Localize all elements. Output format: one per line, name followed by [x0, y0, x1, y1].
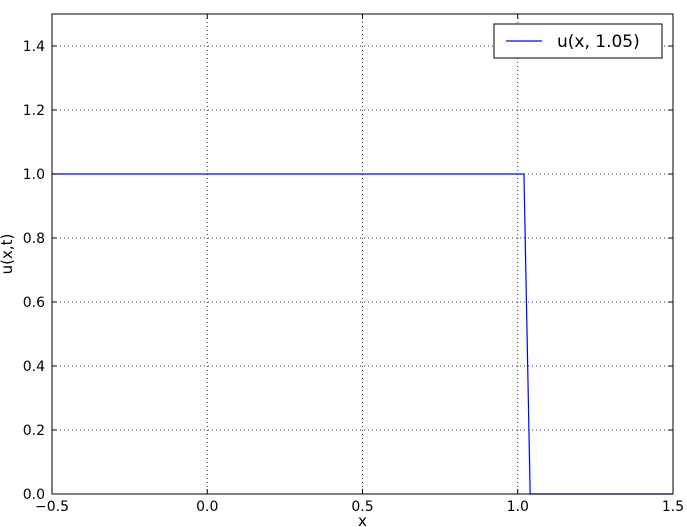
- y-tick-label: 0.4: [23, 359, 45, 375]
- legend-entry-label: u(x, 1.05): [557, 32, 640, 52]
- y-axis-label: u(x,t): [0, 234, 16, 275]
- x-axis-label: x: [358, 512, 367, 527]
- y-tick-label: 1.4: [23, 39, 45, 55]
- x-tick-label: 0.0: [196, 499, 218, 515]
- y-tick-label: 0.8: [23, 231, 45, 247]
- y-tick-label: 0.2: [23, 423, 45, 439]
- x-tick-label: 1.5: [662, 499, 684, 515]
- x-tick-label: 0.5: [351, 499, 373, 515]
- y-tick-label: 0.0: [23, 487, 45, 503]
- x-tick-label: −0.5: [35, 499, 69, 515]
- x-tick-label: 1.0: [507, 499, 529, 515]
- legend: u(x, 1.05): [493, 23, 663, 59]
- y-tick-label: 0.6: [23, 295, 45, 311]
- ticks: −0.5 0.0 0.5 1.0 1.50.00.20.40.60.81.01.21.4: [23, 14, 684, 515]
- y-tick-label: 1.2: [23, 103, 45, 119]
- y-tick-label: 1.0: [23, 167, 45, 183]
- grid-lines: [51, 14, 674, 495]
